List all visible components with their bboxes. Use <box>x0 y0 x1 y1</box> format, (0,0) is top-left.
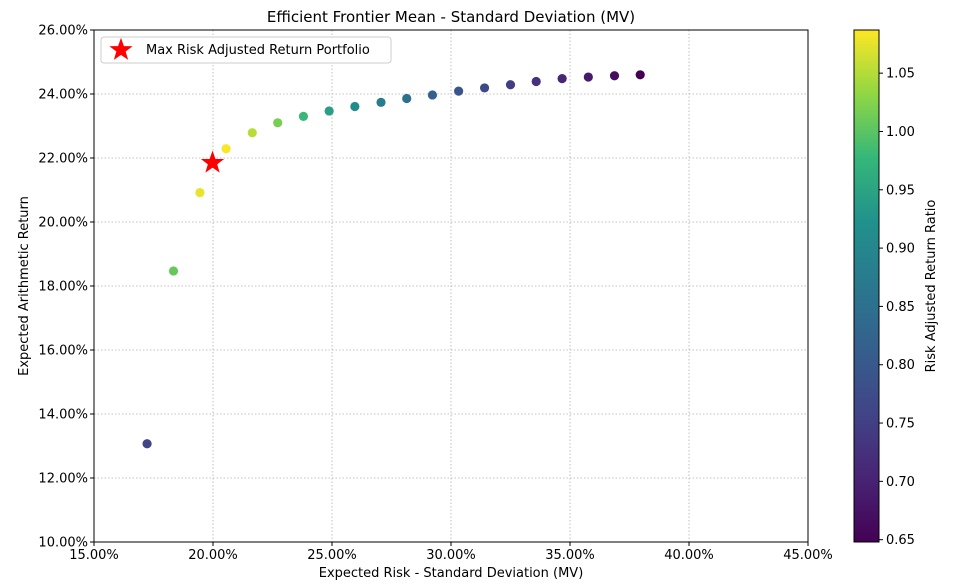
colorbar-tick-label: 0.70 <box>886 475 915 490</box>
x-tick-label: 25.00% <box>307 548 357 563</box>
frontier-point <box>350 101 360 112</box>
y-tick-label: 12.00% <box>38 472 88 487</box>
colorbar <box>853 29 880 543</box>
x-tick-label: 40.00% <box>664 548 714 563</box>
x-tick-label: 15.00% <box>69 548 119 563</box>
frontier-point <box>505 80 516 90</box>
y-axis-title: Expected Arithmetic Return <box>17 196 32 376</box>
frontier-point <box>221 144 231 154</box>
y-tick-label: 18.00% <box>38 280 88 295</box>
max-risk-adjusted-star <box>200 150 225 173</box>
colorbar-ticks: 0.65 0.70 0.75 0.80 0.85 0.90 0.95 1.00 1.05 <box>879 67 915 548</box>
colorbar-tick-label: 0.90 <box>886 242 915 257</box>
frontier-point <box>142 439 152 449</box>
legend: Max Risk Adjusted Return Portfolio <box>100 36 392 64</box>
legend-box <box>100 36 392 64</box>
colorbar-label: Risk Adjusted Return Ratio <box>924 200 939 373</box>
frontier-point <box>427 90 438 100</box>
frontier-point <box>454 86 464 96</box>
legend-label: Max Risk Adjusted Return Portfolio <box>146 43 370 58</box>
colorbar-tick-label: 0.85 <box>886 300 915 315</box>
colorbar-tick-label: 1.05 <box>886 67 915 82</box>
y-tick-label: 22.00% <box>38 152 88 167</box>
x-tick-label: 45.00% <box>783 548 833 563</box>
x-tick-label: 30.00% <box>426 548 476 563</box>
colorbar-tick-label: 0.65 <box>886 533 915 548</box>
frontier-point <box>195 187 205 198</box>
y-tick-label: 24.00% <box>38 88 88 103</box>
frontier-point <box>402 93 412 104</box>
colorbar-tick-label: 1.00 <box>886 125 915 140</box>
colorbar-tick-label: 0.80 <box>886 358 915 373</box>
chart-title: Efficient Frontier Mean - Standard Devia… <box>267 8 635 26</box>
frontier-point <box>324 106 334 116</box>
frontier-point <box>557 74 567 84</box>
frontier-point <box>609 71 620 81</box>
x-tick-label: 20.00% <box>188 548 238 563</box>
scatter-points <box>142 70 645 449</box>
colorbar-tick-label: 0.95 <box>886 183 915 198</box>
max-risk-adjusted-marker <box>200 150 225 173</box>
frontier-point <box>583 72 593 82</box>
y-tick-label: 26.00% <box>38 24 88 39</box>
grid-lines <box>94 30 808 542</box>
frontier-point <box>247 128 257 138</box>
frontier-point <box>479 83 490 93</box>
x-tick-label: 35.00% <box>545 548 595 563</box>
y-tick-label: 20.00% <box>38 216 88 231</box>
frontier-point <box>635 70 645 80</box>
frontier-point <box>298 111 309 121</box>
colorbar-tick-label: 0.75 <box>886 417 915 432</box>
frontier-point <box>168 266 179 276</box>
frontier-point <box>376 97 386 107</box>
x-axis-ticks: 15.00% 20.00% 25.00% 30.00% 35.00% 40.00% 45.0… <box>69 542 833 563</box>
y-tick-label: 14.00% <box>38 408 88 423</box>
legend-star-icon <box>109 37 133 60</box>
frontier-point <box>531 76 541 87</box>
y-tick-label: 16.00% <box>38 344 88 359</box>
y-axis-ticks: 10.00% 12.00% 14.00% 16.00% 18.00% 20.00% 22.0… <box>38 24 94 551</box>
legend-star-marker <box>109 37 133 60</box>
frontier-point <box>273 118 283 128</box>
y-tick-label: 10.00% <box>38 536 88 551</box>
x-axis-title: Expected Risk - Standard Deviation (MV) <box>319 566 584 581</box>
